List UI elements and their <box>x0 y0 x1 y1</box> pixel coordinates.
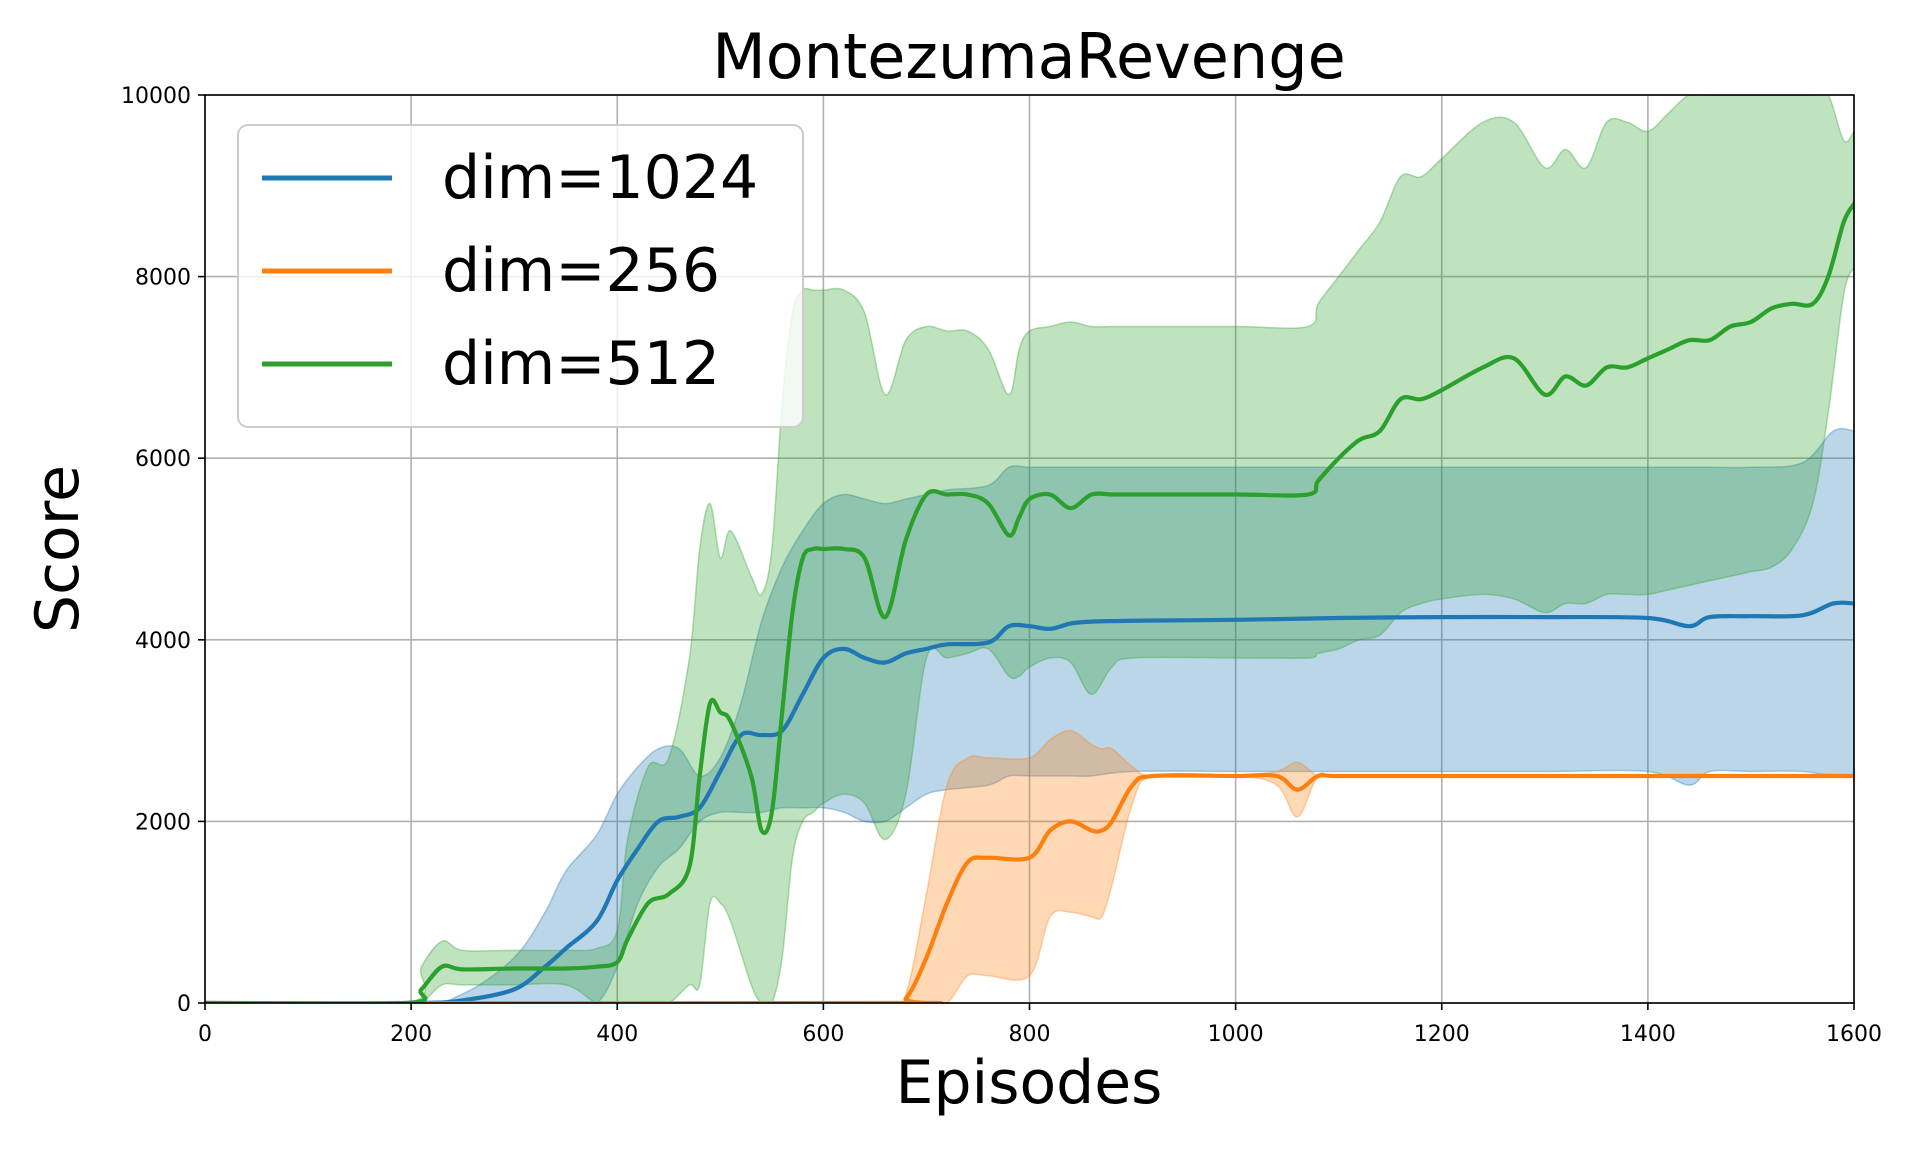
x-tick-label: 200 <box>390 1022 432 1047</box>
y-axis-label: Score <box>23 465 93 633</box>
y-tick-label: 2000 <box>135 810 191 835</box>
y-tick-label: 10000 <box>121 84 191 109</box>
legend: dim=1024 dim=256 dim=512 <box>237 124 804 428</box>
x-axis-label: Episodes <box>896 1048 1163 1118</box>
x-tick-label: 600 <box>802 1022 844 1047</box>
chart-title: MontezumaRevenge <box>712 20 1345 93</box>
x-tick-label: 1600 <box>1826 1022 1882 1047</box>
x-tick-label: 1200 <box>1414 1022 1470 1047</box>
legend-box <box>237 124 804 428</box>
line-dim-1024 <box>205 600 1854 1003</box>
axis-ticks: 0 200 400 600 800 1000 1200 1400 1600 0 2000 4000 60… <box>121 84 1882 1047</box>
y-tick-label: 8000 <box>135 266 191 291</box>
x-tick-label: 1000 <box>1208 1022 1264 1047</box>
legend-label-dim-1024: dim=1024 <box>442 143 758 213</box>
y-tick-label: 4000 <box>135 629 191 654</box>
legend-label-dim-256: dim=256 <box>442 236 720 306</box>
x-tick-label: 0 <box>198 1022 212 1047</box>
line-dim-256 <box>205 772 1854 1003</box>
legend-label-dim-512: dim=512 <box>442 329 720 399</box>
x-tick-label: 800 <box>1009 1022 1051 1047</box>
x-tick-label: 1400 <box>1620 1022 1676 1047</box>
series-lines <box>205 201 1854 1003</box>
y-tick-label: 6000 <box>135 447 191 472</box>
x-tick-label: 400 <box>596 1022 638 1047</box>
y-tick-label: 0 <box>177 992 191 1017</box>
line-dim-512 <box>205 201 1854 1003</box>
band-dim-1024 <box>205 427 1854 1003</box>
